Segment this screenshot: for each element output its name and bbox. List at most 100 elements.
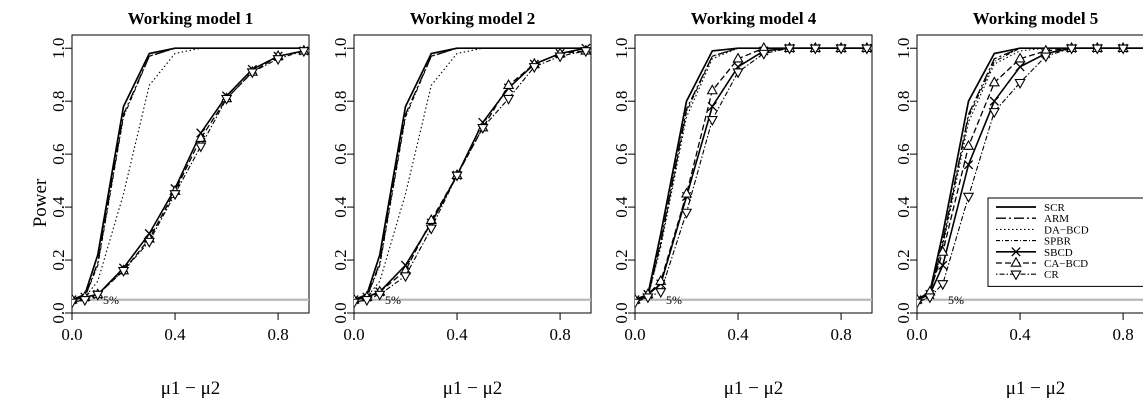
marker-ca-bcd xyxy=(988,76,1000,87)
y-tick-label: 0.0 xyxy=(49,302,68,323)
marker-ca-bcd xyxy=(425,214,437,225)
legend-label-spbr: SPBR xyxy=(1044,236,1072,248)
plot-frame xyxy=(916,34,1143,314)
series-line-spbr xyxy=(635,47,867,301)
y-tick-label: 1.0 xyxy=(612,38,631,59)
x-tick-label: 0.0 xyxy=(624,325,645,344)
marker-cr xyxy=(706,116,718,127)
marker-cr xyxy=(72,298,78,309)
series-line-sbcd xyxy=(354,47,586,301)
reference-line-label: 5% xyxy=(103,293,119,307)
marker-cr xyxy=(1040,52,1052,63)
marker-cr xyxy=(655,288,667,299)
marker-cr xyxy=(635,298,641,309)
panel-4: Working model 5 0.0 0.2 0.4 0.6 0.8 1.0 0.0 0.4 0… xyxy=(894,9,1143,399)
legend-label-ca-bcd: CA−BCD xyxy=(1044,258,1088,270)
series-line-da-bcd xyxy=(354,47,586,301)
y-tick-label: 0.2 xyxy=(612,249,631,270)
y-tick-label: 0.0 xyxy=(612,302,631,323)
series-line-arm xyxy=(635,47,867,301)
marker-cr xyxy=(809,44,821,55)
reference-line-label: 5% xyxy=(666,293,682,307)
legend-label-da-bcd: DA−BCD xyxy=(1044,224,1089,236)
series-line-arm xyxy=(354,47,586,301)
y-tick-label: 0.2 xyxy=(894,249,913,270)
series-line-sbcd xyxy=(72,50,304,301)
legend-marker-sbcd xyxy=(1011,247,1021,257)
series-line-sbcd xyxy=(635,47,867,301)
reference-line-label: 5% xyxy=(385,293,401,307)
y-tick-label: 1.0 xyxy=(49,38,68,59)
y-tick-label: 1.0 xyxy=(894,38,913,59)
marker-cr xyxy=(642,293,654,304)
y-tick-label: 1.0 xyxy=(331,38,350,59)
series-line-da-bcd xyxy=(635,47,867,301)
marker-cr xyxy=(354,298,360,309)
marker-cr xyxy=(783,44,796,55)
marker-cr xyxy=(117,266,130,277)
marker-cr xyxy=(758,49,770,60)
y-tick-label: 0.6 xyxy=(612,144,631,165)
y-tick-label: 0.4 xyxy=(612,196,631,218)
marker-cr xyxy=(92,290,104,301)
series-line-spbr xyxy=(354,47,586,301)
x-tick-label: 0.4 xyxy=(446,325,468,344)
marker-cr xyxy=(1014,78,1026,89)
marker-cr xyxy=(528,63,540,74)
legend-marker-cr xyxy=(1010,270,1022,281)
series-line-scr xyxy=(354,47,586,301)
marker-cr xyxy=(732,68,744,79)
y-tick-label: 0.0 xyxy=(331,302,350,323)
marker-ca-bcd xyxy=(680,187,693,198)
panel-1: Working model 1 0.0 0.2 0.4 0.6 0.8 1.0 0.0 0.4 0… xyxy=(49,9,310,399)
y-tick-label: 0.8 xyxy=(331,91,350,112)
x-axis-label: μ1 − μ2 xyxy=(724,378,784,399)
marker-sbcd xyxy=(963,160,974,170)
legend-marker-ca-bcd xyxy=(1010,256,1022,267)
series-line-arm xyxy=(72,47,304,301)
series-line-cr xyxy=(635,47,867,303)
marker-ca-bcd xyxy=(962,139,975,150)
marker-cr xyxy=(361,296,373,307)
marker-cr xyxy=(272,55,284,66)
marker-cr xyxy=(835,44,847,55)
marker-cr xyxy=(962,192,975,203)
marker-cr xyxy=(1065,44,1078,55)
series-line-cr xyxy=(917,47,1143,303)
marker-ca-bcd xyxy=(655,274,667,285)
x-tick-label: 0.4 xyxy=(164,325,186,344)
x-tick-label: 0.4 xyxy=(1009,325,1031,344)
series-line-scr xyxy=(635,47,867,301)
series-line-scr xyxy=(72,47,304,301)
x-tick-label: 0.0 xyxy=(906,325,927,344)
series-line-cr xyxy=(354,50,586,303)
plot-frame xyxy=(353,34,592,314)
panel-title: Working model 5 xyxy=(973,9,1099,28)
marker-ca-bcd xyxy=(706,84,718,95)
x-axis-label: μ1 − μ2 xyxy=(161,378,221,399)
marker-cr xyxy=(861,44,872,55)
marker-cr xyxy=(374,290,386,301)
panels: Working model 1 0.0 0.2 0.4 0.6 0.8 1.0 0.0 0.4 0… xyxy=(49,9,1143,399)
y-tick-label: 0.4 xyxy=(49,196,68,218)
marker-cr xyxy=(169,190,181,201)
panel-3: Working model 4 0.0 0.2 0.4 0.6 0.8 1.0 0.0 0.4 0… xyxy=(612,9,873,399)
series-line-ca-bcd xyxy=(917,47,1143,301)
series-line-da-bcd xyxy=(72,47,304,301)
marker-cr xyxy=(246,68,258,79)
marker-ca-bcd xyxy=(502,78,515,90)
y-tick-label: 0.8 xyxy=(894,91,913,112)
plot-area: 5% xyxy=(72,44,309,309)
y-tick-label: 0.6 xyxy=(331,144,350,165)
legend-label-cr: CR xyxy=(1044,269,1059,281)
marker-ca-bcd xyxy=(732,52,744,63)
x-axis-label: μ1 − μ2 xyxy=(443,378,503,399)
panel-title: Working model 4 xyxy=(691,9,817,28)
series-line-ca-bcd xyxy=(354,50,586,301)
plot-area: 5% xyxy=(917,41,1143,309)
y-axis-label: Power xyxy=(30,178,51,227)
series-line-spbr xyxy=(72,47,304,301)
series-line-cr xyxy=(72,50,304,303)
